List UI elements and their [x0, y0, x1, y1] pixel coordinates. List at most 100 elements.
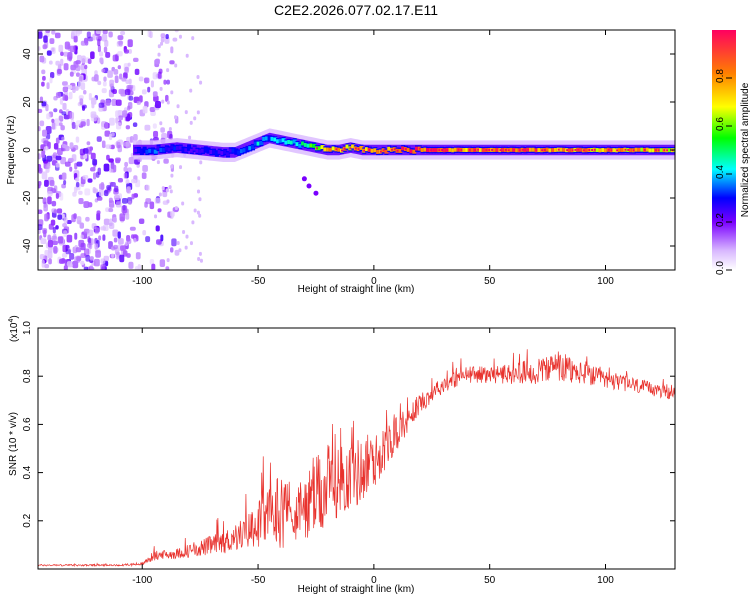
noise-cell [170, 247, 174, 253]
noise-cell [73, 35, 78, 43]
ridge-cell [637, 147, 642, 152]
noise-cell [170, 210, 175, 217]
noise-cell [60, 125, 65, 131]
noise-cell [75, 60, 81, 65]
noise-cell [38, 108, 43, 113]
ridge-cell [273, 137, 278, 142]
noise-cell [66, 219, 72, 225]
noise-cell [49, 38, 55, 44]
spectrogram-panel: -100 -50 0 50 100 -40 -20 0 20 40 Height of stra… [6, 29, 676, 295]
noise-cell [131, 193, 135, 200]
noise-cell [66, 261, 73, 268]
noise-cell [42, 75, 46, 81]
ridge-cell [301, 141, 306, 146]
noise-cell [117, 51, 123, 57]
ridge-cell [195, 148, 200, 153]
noise-cell [149, 259, 155, 265]
noise-cell [62, 93, 66, 101]
ridge-cell [289, 140, 294, 145]
noise-cell [126, 238, 132, 244]
noise-cell [110, 181, 116, 187]
ridge-peak [524, 149, 527, 152]
noise-cell [84, 188, 91, 196]
ridge-peak [416, 147, 419, 150]
spectrogram-y-axis: -40 -20 0 20 40 [22, 48, 675, 253]
ridge-cell [328, 147, 333, 152]
noise-cell [135, 179, 141, 188]
noise-cell [96, 212, 101, 221]
noise-cell [76, 30, 80, 37]
noise-cell [138, 76, 144, 82]
ridge-cell [142, 147, 147, 152]
noise-cell [188, 135, 192, 140]
colorbar-tick-label: 0.4 [715, 165, 726, 179]
noise-cell [115, 122, 122, 130]
ridge-cell [214, 151, 219, 156]
ridge-cell [206, 148, 211, 153]
noise-cell [160, 33, 166, 38]
noise-cell [176, 104, 180, 109]
ridge-cell [495, 147, 500, 152]
ridge-peak [666, 149, 669, 152]
ridge-peak [441, 149, 444, 152]
ridge-cell [595, 148, 600, 153]
ridge-cell [634, 147, 639, 152]
noise-cell [58, 174, 63, 180]
noise-cell [154, 101, 161, 109]
noise-cell [135, 252, 141, 260]
noise-cell [189, 88, 193, 93]
ridge-cell [326, 147, 331, 152]
ridge-peak [404, 148, 408, 151]
noise-cell [111, 98, 117, 107]
ridge-peak [507, 149, 511, 152]
ridge-peak [379, 150, 383, 153]
noise-cell [66, 234, 73, 243]
noise-cell [75, 86, 79, 91]
ridge-artifact [313, 190, 319, 196]
ridge-cell [317, 146, 322, 151]
ridge-artifact [301, 176, 307, 182]
noise-cell [57, 214, 63, 220]
noise-cell [74, 124, 79, 130]
colorbar-ticks: 0.0 0.2 0.4 0.6 0.8 [715, 69, 732, 275]
noise-cell [125, 179, 130, 185]
ridge-peak [610, 149, 614, 152]
noise-cell [158, 192, 162, 197]
ridge-cell [651, 148, 656, 153]
ridge-peak [457, 148, 461, 151]
ridge-cell [248, 146, 253, 151]
noise-cell [145, 184, 150, 191]
ridge-peak [315, 147, 319, 150]
noise-cell [42, 197, 47, 205]
ridge-cell [137, 148, 142, 153]
ridge-peak [368, 148, 372, 151]
noise-cell [96, 210, 101, 215]
noise-cell [127, 102, 133, 110]
colorbar-gradient [712, 30, 736, 270]
noise-cell [108, 207, 114, 213]
ridge-cell [220, 151, 225, 156]
noise-cell [128, 261, 134, 269]
ridge-cell [287, 140, 292, 145]
ridge-peak [518, 149, 522, 152]
ridge-cell [398, 148, 403, 153]
noise-cell [87, 36, 94, 42]
noise-cell [55, 225, 59, 230]
colorbar-label: Normalized spectral amplitude [740, 82, 750, 217]
noise-cell [198, 251, 202, 256]
spectrogram-content [38, 30, 675, 270]
ridge-cell [134, 148, 139, 153]
ridge-peak [427, 149, 430, 152]
noise-cell [132, 122, 138, 127]
spectrogram-x-tick-label: 0 [371, 276, 377, 287]
snr-x-tick-label: 100 [597, 575, 614, 586]
ridge-peak [574, 148, 577, 151]
ridge-cell [320, 145, 325, 150]
noise-cell [145, 198, 152, 205]
ridge-cell [262, 136, 267, 141]
ridge-cell [242, 148, 247, 153]
noise-cell [113, 69, 119, 75]
ridge-cell [278, 138, 283, 143]
ridge-cell [175, 145, 180, 150]
noise-cell [65, 249, 71, 255]
